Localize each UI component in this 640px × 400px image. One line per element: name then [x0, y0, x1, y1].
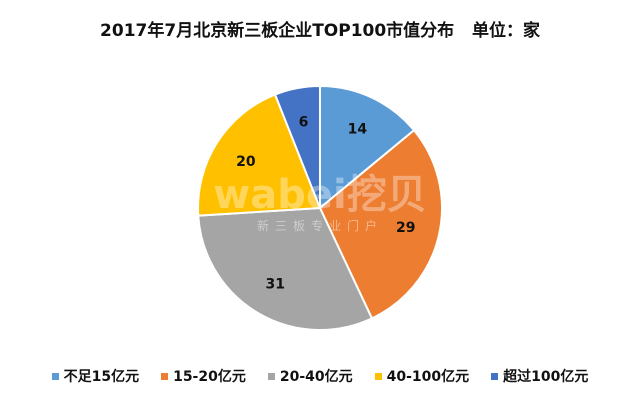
chart-title: 2017年7月北京新三板企业TOP100市值分布 单位：家: [100, 21, 540, 41]
legend-item: 15-20亿元: [161, 366, 246, 386]
data-label-3: 31: [266, 277, 285, 293]
pie-slice-4: [197, 93, 322, 217]
legend-item: 20-40亿元: [267, 366, 353, 386]
data-label-5: 6: [299, 115, 309, 131]
legend-item: 40-100亿元: [374, 366, 470, 386]
data-label-2: 29: [396, 220, 415, 236]
legend-swatch: [491, 372, 499, 380]
legend-swatch: [161, 372, 169, 380]
pie-slice-1: [319, 84, 416, 211]
legend-label: 20-40亿元: [279, 369, 353, 385]
legend-label: 超过100亿元: [503, 369, 589, 385]
watermark-tagline: 新三板专业门户: [257, 218, 383, 233]
legend-swatch: [374, 372, 382, 380]
data-label-1: 14: [348, 122, 368, 138]
legend-label: 15-20亿元: [173, 369, 246, 385]
pie-slice-3: [197, 206, 374, 331]
legend-label: 40-100亿元: [386, 369, 470, 385]
legend-label: 不足15亿元: [63, 369, 140, 385]
data-label-4: 20: [236, 154, 256, 170]
legend-swatch: [51, 372, 59, 380]
legend-swatch: [267, 372, 275, 380]
legend-item: 超过100亿元: [491, 366, 588, 386]
legend: 不足15亿元 15-20亿元 20-40亿元 40-100亿元 超过100亿元: [0, 366, 640, 386]
legend-item: 不足15亿元: [51, 366, 140, 386]
pie-slice-5: [273, 84, 321, 209]
watermark-logo: wabei挖贝: [213, 172, 426, 218]
